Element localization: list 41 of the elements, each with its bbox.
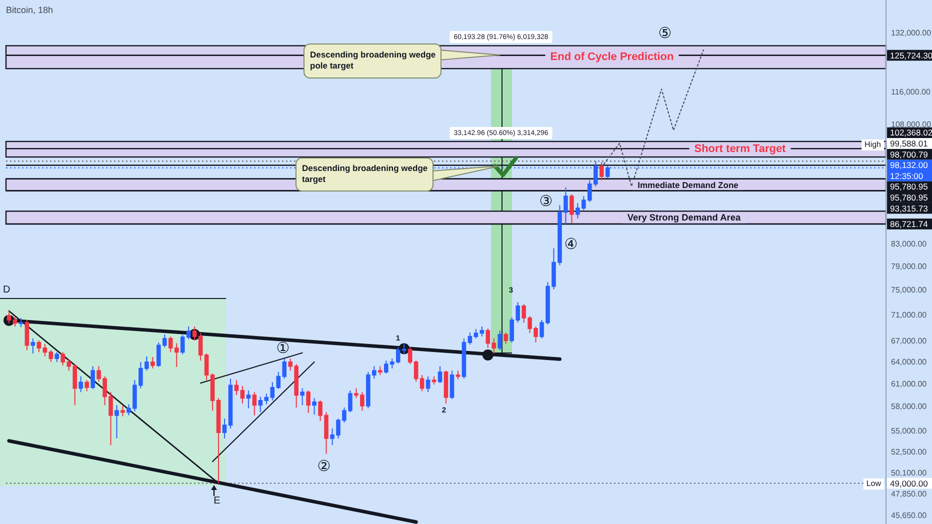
- y-tick-label: 55,000.00: [891, 426, 928, 436]
- annotation: ②: [317, 457, 331, 475]
- text: Bitcoin, 18h: [6, 5, 54, 15]
- annotation: Descending broadening wedge target: [302, 163, 428, 184]
- ref-line-label: 86,721.74: [890, 218, 928, 229]
- y-tick-label: 132,000.00: [891, 28, 932, 38]
- ref-line-label: 49,000.00: [890, 478, 928, 488]
- band-label: Immediate Demand Zone: [638, 180, 739, 190]
- annotation: ⑤: [658, 24, 672, 42]
- y-tick-label: 67,000.00: [891, 336, 928, 346]
- ref-line-label: 98,132.00 12:35:00: [890, 160, 928, 181]
- band-label: Short term Target: [694, 143, 786, 156]
- ref-line-label: 93,315.73: [890, 203, 928, 214]
- y-tick-label: 79,000.00: [891, 262, 928, 271]
- y-tick-label: 52,500.00: [891, 447, 928, 456]
- ref-line-label: 98,700.79: [890, 149, 928, 160]
- ref-line-label: 125,724.30: [890, 50, 932, 60]
- y-tick-label: 83,000.00: [891, 239, 928, 248]
- y-tick-label: 50,100.00: [891, 468, 928, 478]
- y-tick-label: 116,000.00: [891, 87, 931, 96]
- ref-line-label: 99,588.01: [890, 138, 928, 149]
- annotation: E: [214, 496, 221, 506]
- annotation: ①: [276, 339, 290, 357]
- y-tick-label: 71,000.00: [891, 310, 928, 320]
- ref-line-label: 95,780.95 95,780.95: [890, 182, 928, 203]
- y-tick-label: 45,650.00: [891, 510, 928, 520]
- y-tick-label: 58,000.00: [891, 402, 928, 412]
- annotation: ③: [539, 192, 553, 210]
- annotation: ④: [564, 235, 578, 253]
- y-tick-label: 61,000.00: [891, 379, 928, 388]
- annotation: D: [3, 284, 10, 296]
- y-tick-label: 108,000.00: [891, 120, 932, 129]
- y-tick-label: 47,850.00: [891, 490, 928, 499]
- band-label: Very Strong Demand Area: [627, 212, 742, 223]
- annotation: Low: [866, 479, 882, 488]
- annotation: High: [864, 140, 881, 150]
- y-tick-label: 64,000.00: [891, 357, 928, 366]
- ref-line-label: 102,368.02: [890, 128, 932, 138]
- y-tick-label: 75,000.00: [891, 285, 928, 294]
- band-label: End of Cycle Prediction: [550, 51, 674, 64]
- annotation: Descending broadening wedge pole target: [310, 50, 436, 71]
